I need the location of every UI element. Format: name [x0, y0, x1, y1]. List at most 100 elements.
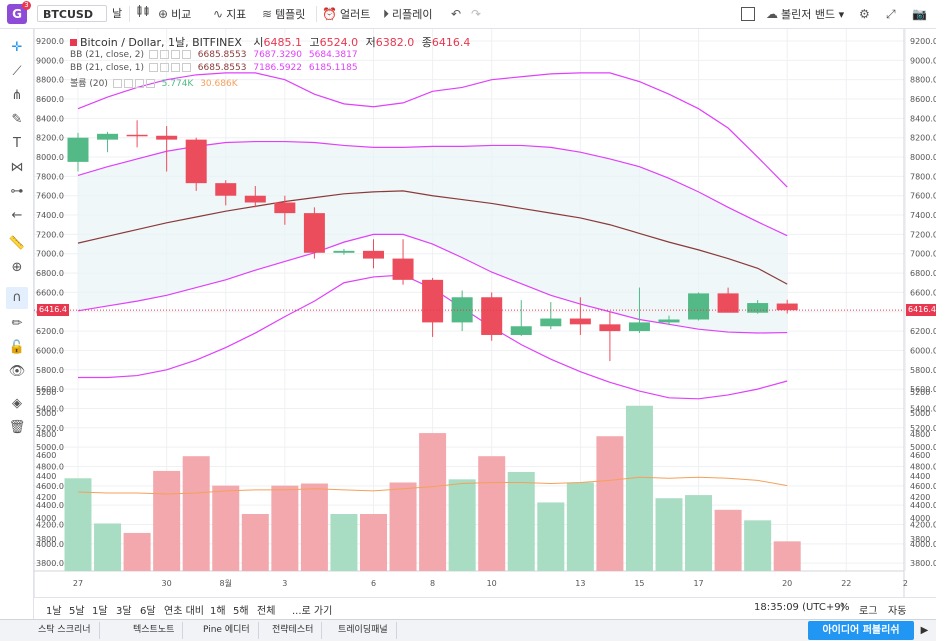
- bb2-legend[interactable]: BB (21, close, 2) 6685.8553 7687.3290 56…: [70, 50, 358, 60]
- publish-idea-button[interactable]: 아이디어 퍼블리쉬: [808, 621, 914, 640]
- settings-button[interactable]: ⚙: [859, 4, 873, 24]
- log-toggle[interactable]: 로그: [859, 606, 878, 617]
- timeframe-1m[interactable]: 1달: [92, 606, 108, 617]
- price-axis-label-right: 7600.0: [910, 192, 936, 201]
- timeframe-3m[interactable]: 3달: [116, 606, 132, 617]
- remove-drawings-tool[interactable]: 🗑: [6, 417, 28, 439]
- avatar[interactable]: G: [7, 4, 27, 24]
- bb2-basis-value: 6685.8553: [197, 50, 247, 60]
- more-toggle[interactable]: [145, 79, 155, 88]
- alert-button[interactable]: ⏰ 얼러트: [322, 4, 370, 24]
- undo-button[interactable]: ↶: [451, 4, 464, 24]
- interval-button[interactable]: 날: [112, 4, 122, 24]
- more-toggle[interactable]: [181, 63, 191, 72]
- timeframe-all[interactable]: 전체: [257, 606, 276, 617]
- lock-drawing-tool[interactable]: ✏: [6, 313, 28, 335]
- text-tool[interactable]: T: [6, 133, 28, 155]
- timeframe-6m[interactable]: 6달: [140, 606, 156, 617]
- redo-button[interactable]: ↷: [471, 4, 484, 24]
- volume-bar: [566, 482, 594, 571]
- price-axis-label-right: 4400.0: [910, 501, 936, 510]
- timeframe-ytd[interactable]: 연초 대비: [164, 606, 204, 617]
- visibility-toggle[interactable]: [112, 79, 122, 88]
- hide-drawings-tool[interactable]: 👁: [6, 361, 28, 383]
- timeframe-1y[interactable]: 1해: [210, 606, 226, 617]
- tab-pine-editor[interactable]: Pine 에디터: [195, 622, 259, 639]
- timeframe-1d[interactable]: 1날: [46, 606, 62, 617]
- tab-trading-panel[interactable]: 트레이딩패널: [330, 622, 397, 639]
- timeframe-5d[interactable]: 5날: [69, 606, 85, 617]
- remove-toggle[interactable]: [134, 79, 144, 88]
- candle-body: [126, 134, 148, 137]
- zoom-tool[interactable]: ⊕: [6, 257, 28, 279]
- tab-strategy-tester[interactable]: 전략테스터: [264, 622, 323, 639]
- auto-toggle[interactable]: 자동: [888, 606, 907, 617]
- lock-all-tool[interactable]: 🔓: [6, 337, 28, 359]
- ruler-icon: 📏: [8, 236, 26, 251]
- symbol-search-input[interactable]: BTCUSD: [37, 5, 107, 22]
- settings-toggle[interactable]: [123, 79, 133, 88]
- templates-button[interactable]: ≋ 템플릿: [262, 4, 305, 24]
- volume-axis-label-left: 4600: [36, 451, 56, 460]
- visibility-toggle[interactable]: [148, 50, 158, 59]
- pitchfork-tool[interactable]: ⋔: [6, 85, 28, 107]
- bollinger-template-dropdown[interactable]: ☁ 볼린저 밴드 ▾: [766, 4, 844, 24]
- tab-stock-screener[interactable]: 스탁 스크리너: [30, 622, 100, 639]
- goto-date-button[interactable]: ...로 가기: [292, 606, 333, 617]
- time-axis-label: 20: [782, 579, 792, 588]
- bb2-upper-value: 7687.3290: [253, 50, 303, 60]
- price-axis-label-right: 8200.0: [910, 134, 936, 143]
- eye-icon: 👁: [8, 364, 26, 379]
- indicators-button[interactable]: ∿ 지표: [213, 4, 246, 24]
- time-axis-label: 8월: [220, 578, 232, 588]
- fullscreen-frame-button[interactable]: [741, 4, 755, 24]
- price-chart[interactable]: 9200.09200.09000.09000.08800.08800.08600…: [34, 29, 936, 597]
- measure-tool[interactable]: 📏: [6, 233, 28, 255]
- visibility-toggle[interactable]: [148, 63, 158, 72]
- timeframe-5y[interactable]: 5해: [233, 606, 249, 617]
- volume-bar: [773, 541, 801, 571]
- prediction-tool[interactable]: ⊶: [6, 181, 28, 203]
- volume-bar: [714, 509, 742, 571]
- brush-tool[interactable]: ✎: [6, 109, 28, 131]
- high-label: 고: [309, 36, 320, 49]
- snapshot-button[interactable]: 📷: [912, 4, 930, 24]
- candle-body: [776, 303, 798, 311]
- tab-text-notes[interactable]: 텍스트노트: [125, 622, 184, 639]
- remove-toggle[interactable]: [170, 50, 180, 59]
- percent-toggle[interactable]: %: [840, 602, 850, 613]
- replay-button[interactable]: ⏵ 리플레이: [383, 4, 433, 24]
- volume-legend[interactable]: 볼륨 (20) 5.774K 30.686K: [70, 76, 238, 89]
- price-axis-label-right: 5600.0: [910, 385, 936, 394]
- compare-button[interactable]: ⊕ 비교: [158, 4, 191, 24]
- square-icon: [741, 7, 755, 21]
- more-toggle[interactable]: [181, 50, 191, 59]
- volume-bar: [212, 485, 240, 571]
- price-axis-label-left: 8400.0: [36, 114, 64, 123]
- bb1-legend[interactable]: BB (21, close, 1) 6685.8553 7186.5922 61…: [70, 63, 358, 73]
- settings-toggle[interactable]: [159, 50, 169, 59]
- price-axis-label-right: 8400.0: [910, 114, 936, 123]
- pattern-icon: ⋈: [10, 160, 24, 175]
- back-tool[interactable]: ←: [6, 205, 28, 227]
- candle-body: [658, 319, 680, 323]
- play-button[interactable]: ▶: [915, 621, 934, 640]
- chart-type-button[interactable]: [136, 4, 153, 24]
- magnet-tool[interactable]: ∩: [6, 287, 28, 309]
- crosshair-icon: ✛: [11, 40, 23, 55]
- candle-body: [569, 318, 591, 325]
- fullscreen-button[interactable]: ⤢: [886, 4, 899, 24]
- toolbar-divider: [129, 6, 130, 22]
- crosshair-tool[interactable]: ✛: [6, 37, 28, 59]
- arrow-left-icon: ←: [11, 208, 23, 223]
- layers-tool[interactable]: ◈: [6, 393, 28, 415]
- trendline-tool[interactable]: ⟋: [6, 61, 28, 83]
- pitchfork-icon: ⋔: [11, 88, 23, 103]
- pattern-tool[interactable]: ⋈: [6, 157, 28, 179]
- compare-icon: ⊕: [158, 7, 169, 21]
- price-axis-label-right: 9200.0: [910, 37, 936, 46]
- expand-icon: ⤢: [886, 7, 896, 21]
- settings-toggle[interactable]: [159, 63, 169, 72]
- remove-toggle[interactable]: [170, 63, 180, 72]
- price-axis-label-left: 4600.0: [36, 482, 64, 491]
